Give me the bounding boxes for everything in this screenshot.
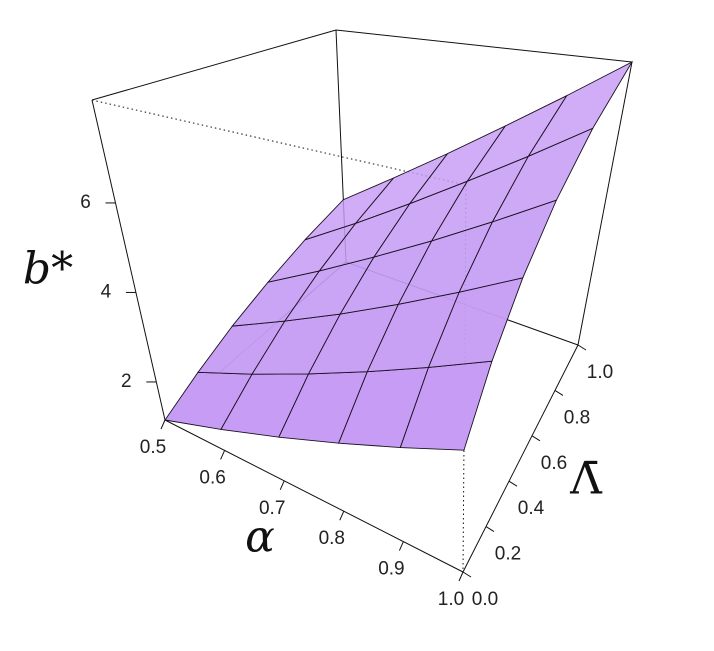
z-tick-label: 6 (80, 192, 91, 213)
y-tick-label: 0.0 (472, 589, 498, 610)
x-tick-label: 1.0 (438, 589, 464, 610)
z-tick-label: 4 (101, 281, 112, 302)
y-tick (577, 344, 587, 351)
x-tick (398, 541, 404, 551)
box-edge (91, 29, 337, 101)
surface-facet (527, 60, 634, 158)
box-edge (91, 99, 166, 421)
x-tick (160, 419, 166, 430)
z-axis-title: b* (23, 244, 73, 295)
y-tick (485, 526, 495, 533)
y-tick-label: 0.2 (495, 544, 521, 565)
y-tick (462, 571, 472, 578)
y-tick (531, 435, 541, 442)
y-tick-label: 0.4 (518, 498, 545, 519)
x-tick (220, 450, 226, 460)
box-edge (577, 61, 633, 346)
y-tick (508, 480, 518, 487)
x-tick-label: 0.6 (199, 467, 225, 488)
z-tick-label: 2 (121, 371, 132, 392)
x-tick-label: 0.5 (140, 437, 166, 458)
box-edge-hidden (91, 99, 467, 186)
y-tick (554, 389, 564, 396)
y-tick-label: 0.6 (541, 453, 567, 474)
x-axis-title: α (245, 512, 275, 563)
y-tick-label: 1.0 (587, 362, 613, 383)
x-tick (339, 510, 345, 521)
x-tick-label: 0.8 (319, 528, 345, 549)
box-edge (462, 344, 579, 573)
x-tick-label: 0.7 (259, 498, 285, 519)
box-edge (335, 29, 633, 63)
y-tick-label: 0.8 (564, 407, 590, 428)
x-tick (279, 480, 285, 491)
x-tick-label: 0.9 (378, 559, 404, 580)
box-edge (164, 419, 464, 573)
x-tick (458, 571, 464, 582)
y-axis-title: Λ̄ (569, 454, 603, 505)
